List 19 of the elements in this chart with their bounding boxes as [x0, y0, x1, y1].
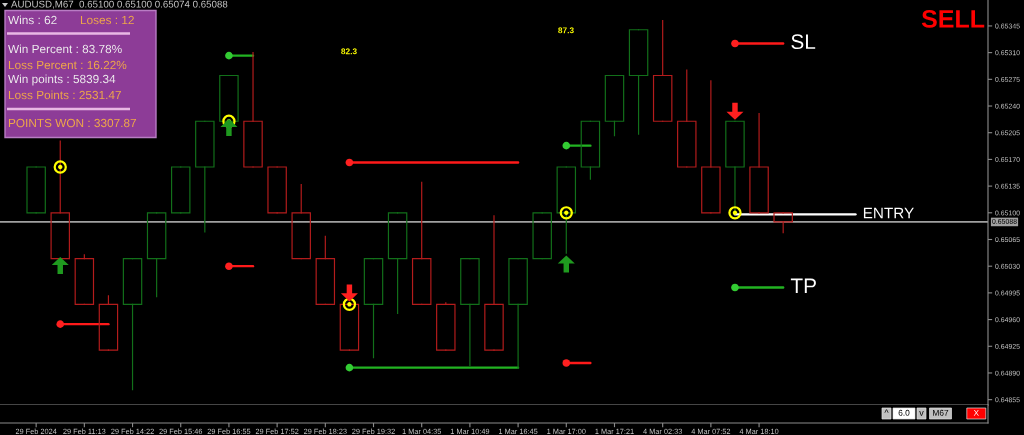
annotation: Win Percent : 83.78%: [8, 44, 122, 54]
annotation: Loss Percent : 16.22%: [8, 60, 127, 70]
text: v: [919, 411, 924, 416]
annotation: SELL: [921, 10, 985, 28]
annotation: Wins : 62: [8, 15, 57, 25]
text: ^: [884, 409, 889, 413]
annotation: POINTS WON : 3307.87: [8, 118, 136, 128]
series-label: SL: [791, 34, 816, 50]
annotation: 87.3: [558, 27, 574, 34]
series-label: TP: [790, 278, 816, 293]
series-label: ENTRY: [863, 207, 914, 219]
annotation: Win points : 5839.34: [8, 74, 116, 86]
text: 6.0: [898, 409, 910, 416]
chart-title: AUDUSD,M67 0.65100 0.65100 0.65074 0.65088: [11, 0, 228, 9]
annotation: 82.3: [341, 48, 357, 55]
annotation: Loses : 12: [80, 15, 134, 25]
annotation: Loss Points : 2531.47: [8, 90, 121, 100]
text: M67: [933, 409, 949, 416]
text: X: [973, 409, 979, 416]
